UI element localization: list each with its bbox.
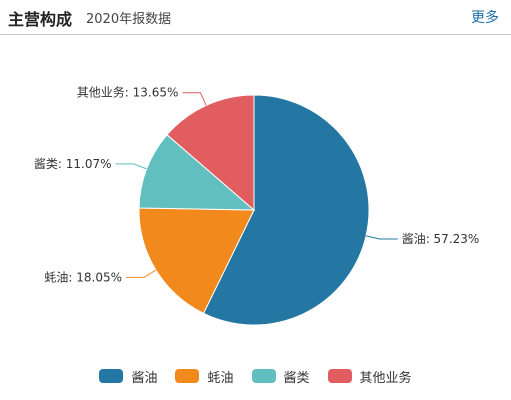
chart-legend: 酱油 蚝油 酱类 其他业务	[0, 365, 511, 387]
legend-swatch	[327, 369, 352, 383]
legend-swatch	[251, 369, 276, 383]
leader-line	[115, 163, 147, 170]
legend-label: 其他业务	[359, 370, 412, 386]
legend-swatch	[175, 369, 200, 383]
panel-subtitle: 2020年报数据	[86, 12, 172, 27]
data-label-paste: 酱类: 11.07%	[34, 156, 112, 171]
panel-header: 主营构成 2020年报数据 更多	[0, 0, 511, 35]
pie-chart: 酱油: 57.23% 蚝油: 18.05% 酱类: 11.07% 其他业务: 13.6…	[34, 85, 480, 326]
pie-slice-oyster-sauce[interactable]	[138, 207, 255, 315]
legend-label: 酱油	[131, 370, 158, 386]
panel-title: 主营构成	[8, 10, 73, 29]
legend-item-oyster-sauce[interactable]: 蚝油	[175, 365, 234, 387]
data-label-soy-sauce: 酱油: 57.23%	[402, 231, 480, 246]
legend-item-other-business[interactable]: 其他业务	[327, 365, 412, 387]
data-label-oyster-sauce: 蚝油: 18.05%	[44, 270, 122, 284]
leader-line	[126, 269, 157, 278]
legend-item-paste[interactable]: 酱类	[251, 365, 310, 387]
pie-slice-other-business[interactable]	[166, 94, 255, 212]
pie-slice-paste[interactable]	[138, 134, 256, 211]
leader-line	[182, 92, 207, 106]
legend-swatch	[99, 369, 124, 383]
legend-item-soy-sauce[interactable]: 酱油	[99, 365, 157, 387]
pie-slice-soy-sauce[interactable]	[202, 94, 370, 326]
leader-line	[365, 235, 398, 240]
legend-label: 酱类	[283, 370, 310, 386]
more-link[interactable]: 更多	[471, 10, 499, 26]
legend-label: 蚝油	[207, 370, 234, 386]
data-label-other-business: 其他业务: 13.65%	[77, 85, 179, 100]
